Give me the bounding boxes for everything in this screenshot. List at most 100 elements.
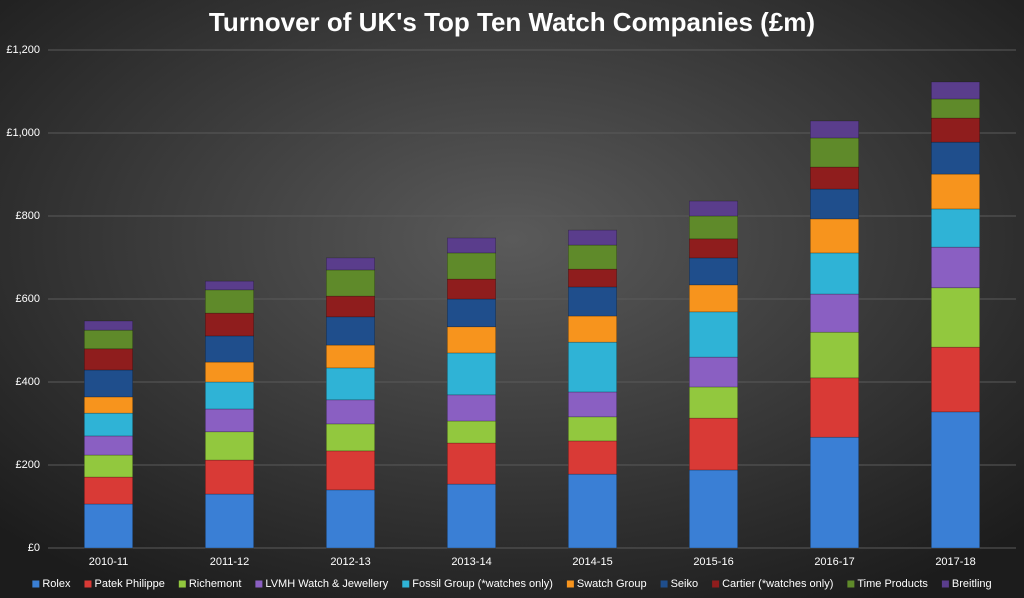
- y-tick-label: £200: [16, 459, 40, 471]
- bar-segment: [84, 435, 134, 456]
- bar-segment: [446, 298, 496, 328]
- x-tick-label: 2010-11: [89, 556, 129, 568]
- bar-segment: [325, 489, 375, 549]
- bar-segment: [567, 315, 617, 343]
- bar-segment: [446, 394, 496, 422]
- x-tick-label: 2013-14: [451, 556, 491, 568]
- bar-segment: [930, 287, 980, 348]
- bar-segment: [567, 286, 617, 317]
- y-tick-label: £400: [16, 376, 40, 388]
- y-tick-label: £1,000: [6, 127, 40, 139]
- legend-label: Richemont: [189, 578, 242, 590]
- bar-segment: [567, 341, 617, 393]
- bar-segment: [567, 440, 617, 475]
- bar-segment: [205, 280, 255, 291]
- legend-swatch: [566, 580, 574, 588]
- legend-swatch: [941, 580, 949, 588]
- bar-segment: [930, 208, 980, 248]
- bar-segment: [567, 473, 617, 549]
- legend-label: Fossil Group (*watches only): [412, 578, 553, 590]
- bar-segment: [809, 218, 859, 254]
- bar-segment: [84, 369, 134, 398]
- bar-segment: [84, 320, 134, 331]
- legend-label: Seiko: [671, 578, 699, 590]
- bar-segment: [446, 252, 496, 280]
- bar-segment: [205, 361, 255, 383]
- bar-segment: [809, 137, 859, 168]
- bar-segment: [84, 396, 134, 414]
- bar-segment: [567, 244, 617, 270]
- bar-segment: [446, 420, 496, 444]
- bar-segment: [84, 454, 134, 478]
- y-tick-label: £1,200: [6, 44, 40, 56]
- bar-segment: [446, 442, 496, 485]
- legend-label: Time Products: [857, 578, 928, 590]
- bar-segment: [325, 295, 375, 318]
- bar-segment: [205, 381, 255, 410]
- y-tick-label: £600: [16, 293, 40, 305]
- bar-segment: [205, 289, 255, 314]
- bar-segment: [930, 173, 980, 210]
- bar-segment: [809, 331, 859, 379]
- bar-segment: [688, 386, 738, 419]
- bar-segment: [84, 348, 134, 371]
- bar-segment: [567, 416, 617, 442]
- bar-segment: [809, 293, 859, 333]
- bar-segment: [688, 469, 738, 549]
- x-tick-label: 2015-16: [693, 556, 733, 568]
- legend-label: LVMH Watch & Jewellery: [265, 578, 388, 590]
- bar-segment: [930, 246, 980, 289]
- y-tick-label: £800: [16, 210, 40, 222]
- bar-segment: [930, 346, 980, 413]
- bar-segment: [809, 377, 859, 438]
- bar-segment: [325, 269, 375, 297]
- bar-segment: [688, 417, 738, 471]
- bar-segment: [84, 476, 134, 505]
- legend-label: Patek Philippe: [94, 578, 164, 590]
- x-tick-label: 2012-13: [330, 556, 370, 568]
- bar-segment: [446, 352, 496, 396]
- legend-swatch: [84, 580, 92, 588]
- bar-segment: [809, 120, 859, 139]
- bar-segment: [930, 141, 980, 175]
- bar-segment: [84, 329, 134, 350]
- bar-segment: [446, 237, 496, 254]
- bar-segment: [809, 252, 859, 295]
- x-tick-label: 2014-15: [572, 556, 612, 568]
- bar-segment: [930, 98, 980, 119]
- bar-segment: [205, 335, 255, 363]
- bar-segment: [325, 367, 375, 401]
- bar-segment: [325, 423, 375, 452]
- bar-segment: [567, 229, 617, 246]
- bar-segment: [809, 166, 859, 190]
- bar-segment: [205, 408, 255, 433]
- bar-segment: [688, 356, 738, 388]
- bar-segment: [688, 215, 738, 240]
- bar-segment: [205, 459, 255, 495]
- bar-segment: [325, 257, 375, 271]
- legend-swatch: [32, 580, 40, 588]
- bar-segment: [205, 312, 255, 337]
- legend-swatch: [255, 580, 263, 588]
- bar-segment: [205, 431, 255, 461]
- bar-segment: [84, 412, 134, 437]
- x-tick-label: 2016-17: [814, 556, 854, 568]
- bar-segment: [446, 326, 496, 354]
- legend-label: Rolex: [42, 578, 71, 590]
- legend-swatch: [847, 580, 855, 588]
- legend-swatch: [712, 580, 720, 588]
- bar-segment: [567, 268, 617, 288]
- legend-label: Swatch Group: [577, 578, 647, 590]
- legend-label: Breitling: [952, 578, 992, 590]
- chart-title: Turnover of UK's Top Ten Watch Companies…: [209, 7, 815, 37]
- bar-segment: [325, 316, 375, 346]
- legend-swatch: [660, 580, 668, 588]
- x-tick-label: 2017-18: [935, 556, 975, 568]
- bar-segment: [688, 257, 738, 286]
- bar-segment: [809, 436, 859, 549]
- bar-segment: [930, 81, 980, 100]
- bar-segment: [446, 278, 496, 300]
- bar-segment: [688, 200, 738, 217]
- bar-segment: [567, 391, 617, 418]
